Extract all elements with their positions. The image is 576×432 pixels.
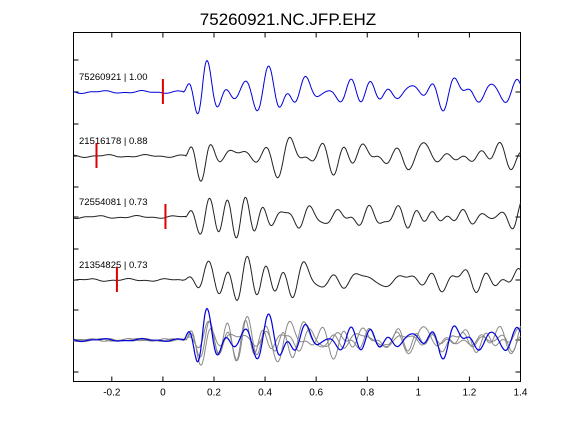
waveform-trace-21516178	[73, 136, 521, 182]
waveform-traces: 75260921 | 1.00 21516178 | 0.88 72554081 |…	[73, 59, 521, 301]
waveform-trace-72554081	[73, 196, 521, 239]
x-axis: -0.2 0 0.2 0.4 0.6 0.8 1 1.2 1.4	[103, 32, 528, 399]
x-tick-label: 0	[160, 388, 166, 399]
stack-overlay-trace	[73, 320, 521, 366]
trace-label-21354825: 21354825 | 0.73	[79, 260, 148, 271]
waveform-stack	[73, 307, 522, 366]
trace-label-75260921: 75260921 | 1.00	[79, 72, 148, 83]
x-tick-label: 0.2	[207, 388, 221, 399]
x-tick-label: 0.6	[309, 388, 323, 399]
waveform-trace-75260921	[73, 59, 521, 115]
waveform-trace-21354825	[73, 255, 521, 301]
x-tick-label: 1	[416, 388, 422, 399]
stack-reference-trace	[73, 307, 522, 363]
chart-title: 75260921.NC.JFP.EHZ	[200, 10, 376, 29]
x-tick-label: 1.2	[462, 388, 476, 399]
stack-overlay-trace	[73, 319, 521, 362]
trace-label-21516178: 21516178 | 0.88	[79, 136, 148, 147]
plot-frame	[73, 32, 521, 382]
trace-label-72554081: 72554081 | 0.73	[79, 197, 148, 208]
x-tick-label: 1.4	[514, 388, 528, 399]
x-tick-label: 0.4	[258, 388, 272, 399]
x-tick-label: 0.8	[360, 388, 374, 399]
x-tick-label: -0.2	[103, 388, 121, 399]
